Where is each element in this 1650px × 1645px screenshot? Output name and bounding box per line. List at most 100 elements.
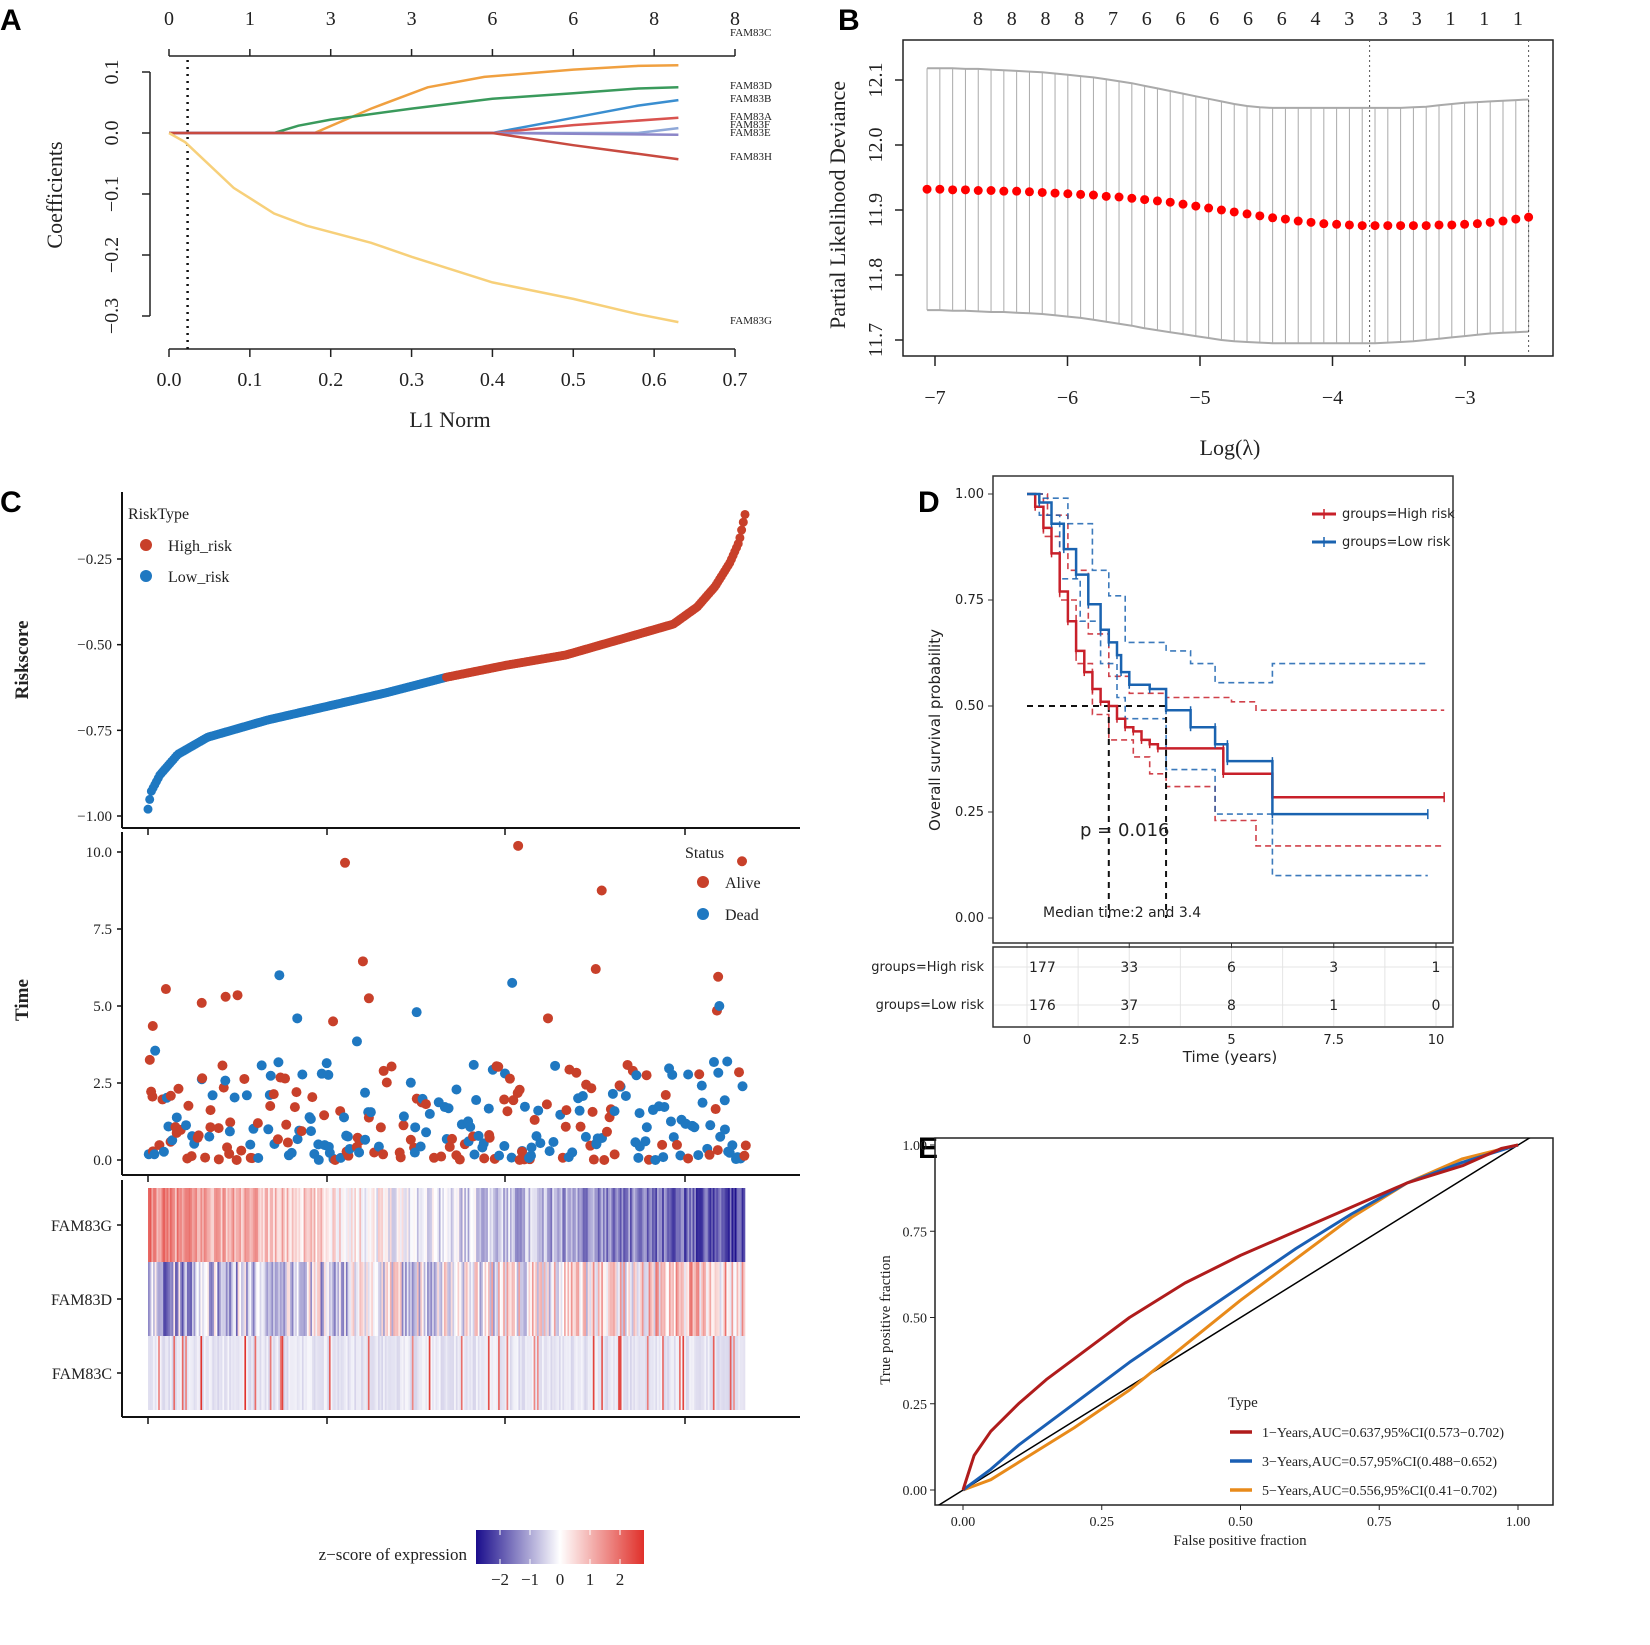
time-point: [454, 1154, 465, 1165]
time-point: [339, 1112, 350, 1123]
heatmap-cell: [655, 1188, 658, 1262]
heatmap-cell: [241, 1188, 244, 1262]
heatmap-cell: [594, 1262, 597, 1336]
heatmap-cell: [279, 1336, 282, 1410]
heatmap-cell: [680, 1262, 683, 1336]
deviance-point: [1293, 216, 1303, 226]
heatmap-cell: [273, 1188, 276, 1262]
heatmap-cell: [246, 1336, 249, 1410]
heatmap-cell: [635, 1188, 638, 1262]
heatmap-cell: [374, 1336, 377, 1410]
deviance-point: [1216, 205, 1226, 215]
heatmap-cell: [266, 1262, 269, 1336]
heatmap-cell: [471, 1262, 474, 1336]
heatmap-cell: [602, 1262, 605, 1336]
heatmap-cell: [702, 1262, 705, 1336]
heatmap-cell: [452, 1188, 455, 1262]
heatmap-cell: [440, 1336, 443, 1410]
heatmap-cell: [317, 1336, 320, 1410]
time-point: [574, 1105, 585, 1116]
time-point: [641, 1122, 652, 1133]
time-point: [739, 1150, 750, 1161]
heatmap-cell: [334, 1262, 337, 1336]
heatmap-cell: [709, 1262, 712, 1336]
heatmap-cell: [699, 1336, 702, 1410]
heatmap-cell: [396, 1336, 399, 1410]
heatmap-cell: [323, 1336, 326, 1410]
colorbar-tick-label: −2: [491, 1570, 509, 1589]
heatmap-cell: [399, 1336, 402, 1410]
time-point: [220, 991, 231, 1002]
deviance-point: [1152, 196, 1162, 206]
heatmap-cell: [232, 1188, 235, 1262]
heatmap-cell: [298, 1262, 301, 1336]
heatmap-cell: [602, 1336, 605, 1410]
heatmap-cell: [416, 1188, 419, 1262]
heatmap-cell: [442, 1262, 445, 1336]
heatmap-cell: [410, 1336, 413, 1410]
time-point: [633, 1152, 644, 1163]
heatmap-cell: [168, 1262, 171, 1336]
heatmap-cell: [406, 1188, 409, 1262]
heatmap-cell: [589, 1336, 592, 1410]
heatmap-cell: [290, 1336, 293, 1410]
heatmap-cell: [156, 1336, 159, 1410]
time-point: [160, 984, 171, 995]
heatmap-cell: [354, 1262, 357, 1336]
heatmap-cell: [552, 1336, 555, 1410]
time-point: [508, 1095, 519, 1106]
heatmap-cell: [640, 1336, 643, 1410]
heatmap-cell: [169, 1336, 172, 1410]
time-point: [286, 1147, 297, 1158]
y-tick-label: 0.75: [903, 1225, 928, 1240]
y-axis-title: Riskscore: [12, 621, 33, 700]
heatmap-cell: [626, 1262, 629, 1336]
heatmap-cell: [579, 1262, 582, 1336]
heatmap-cell: [486, 1262, 489, 1336]
heatmap-cell: [256, 1262, 259, 1336]
heatmap-cell: [538, 1336, 541, 1410]
heatmap-cell: [487, 1336, 490, 1410]
y-tick-label: −1.00: [77, 809, 112, 825]
heatmap-row-label: FAM83D: [51, 1292, 112, 1309]
x-tick-label: 0.7: [723, 369, 748, 391]
heatmap-cell: [342, 1262, 345, 1336]
heatmap-cell: [339, 1188, 342, 1262]
heatmap-cell: [472, 1262, 475, 1336]
heatmap-cell: [428, 1336, 431, 1410]
heatmap-cell: [308, 1188, 311, 1262]
heatmap-cell: [665, 1188, 668, 1262]
heatmap-cell: [599, 1336, 602, 1410]
heatmap-cell: [325, 1262, 328, 1336]
time-point: [641, 1070, 652, 1081]
heatmap-cell: [438, 1262, 441, 1336]
heatmap-cell: [555, 1262, 558, 1336]
heatmap-cell: [418, 1188, 421, 1262]
heatmap-cell: [645, 1188, 648, 1262]
heatmap-cell: [624, 1188, 627, 1262]
heatmap-cell: [518, 1262, 521, 1336]
heatmap-cell: [523, 1336, 526, 1410]
heatmap-cell: [643, 1188, 646, 1262]
heatmap-cell: [350, 1336, 353, 1410]
heatmap-cell: [521, 1262, 524, 1336]
heatmap-cell: [675, 1262, 678, 1336]
heatmap-cell: [719, 1188, 722, 1262]
heatmap-cell: [394, 1262, 397, 1336]
time-point: [252, 1118, 263, 1129]
deviance-point: [986, 186, 996, 195]
heatmap-cell: [229, 1262, 232, 1336]
heatmap-cell: [567, 1336, 570, 1410]
heatmap-cell: [300, 1188, 303, 1262]
deviance-point: [1472, 219, 1482, 229]
heatmap-cell: [648, 1262, 651, 1336]
heatmap-cell: [191, 1262, 194, 1336]
heatmap-cell: [734, 1336, 737, 1410]
heatmap-cell: [714, 1336, 717, 1410]
time-point: [469, 1149, 480, 1160]
heatmap-cell: [202, 1336, 205, 1410]
heatmap-cell: [284, 1262, 287, 1336]
heatmap-cell: [205, 1188, 208, 1262]
heatmap-cell: [457, 1262, 460, 1336]
heatmap-cell: [724, 1188, 727, 1262]
